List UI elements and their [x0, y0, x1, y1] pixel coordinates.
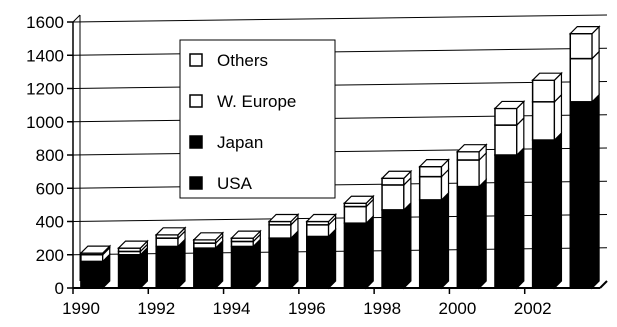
bar-side [553, 131, 563, 290]
x-tick-label: 1998 [363, 299, 401, 318]
bar-segment [418, 165, 443, 178]
bar-side [591, 50, 600, 104]
legend-swatch-others [189, 53, 203, 67]
x-axis-depth-edge [599, 280, 608, 289]
x-tick-label: 1990 [62, 299, 100, 318]
bar-segment [494, 124, 518, 156]
bar-segment [80, 260, 104, 289]
bar-segment [306, 224, 330, 238]
legend-swatch-usa [189, 176, 203, 190]
bar-top [455, 144, 488, 153]
y-tick-label: 600 [36, 179, 64, 198]
bar-segment [193, 247, 217, 289]
bar-side [403, 201, 412, 290]
gridlines [72, 14, 608, 256]
gridline [72, 114, 608, 123]
legend-label-others: Others [217, 51, 268, 70]
bar-segment [155, 237, 179, 248]
bar-segment [343, 205, 367, 224]
bar-top [493, 100, 526, 110]
y-tick-label: 1200 [26, 80, 64, 99]
gridline [72, 14, 608, 23]
bar-top [418, 159, 450, 168]
bar-segment [569, 32, 593, 60]
bar-side [440, 191, 450, 290]
bar-side [591, 93, 600, 290]
bar-segment [418, 199, 443, 289]
legend-swatch-w-europe [189, 94, 203, 108]
bar-side [252, 237, 261, 290]
y-tick-label: 400 [36, 213, 64, 232]
bar-top [568, 26, 601, 35]
legend-label-japan: Japan [217, 133, 263, 152]
gridline [72, 147, 608, 156]
bar-segment [456, 185, 480, 289]
bar-top [192, 232, 225, 241]
bar-top [267, 213, 300, 223]
bar-segment [494, 107, 518, 126]
gridline [72, 214, 608, 222]
gridline [72, 247, 608, 256]
bar-side [215, 239, 224, 290]
bar-segment [381, 184, 405, 211]
bar-segment [569, 57, 593, 103]
y-tick-label: 1600 [26, 13, 64, 32]
bar-top [79, 245, 112, 254]
bar-segment [531, 79, 556, 103]
bar-segment [155, 245, 179, 289]
bar-segment [306, 235, 330, 289]
bar-segment [80, 254, 104, 263]
x-tick-label: 2002 [514, 299, 552, 318]
bar-segment [268, 224, 292, 239]
bar-top [342, 195, 375, 204]
y-axis: 0 200 400 600 800 1000 1200 1400 1600 [26, 13, 81, 298]
legend-label-w-europe: W. Europe [217, 92, 296, 111]
bar-top [154, 227, 187, 236]
x-tick-label: 1994 [213, 299, 251, 318]
bar-segment [230, 245, 255, 289]
legend-box [179, 39, 336, 199]
x-axis: 1990 1992 1994 1996 1998 2000 2002 [62, 280, 608, 318]
bar-side [516, 146, 525, 290]
bar-segment [268, 237, 292, 289]
bar-side [177, 237, 186, 290]
y-tick-label: 1400 [26, 46, 64, 65]
bar-segment [381, 177, 405, 186]
bar-side [327, 228, 337, 290]
bar-segment [117, 254, 142, 289]
y-tick-label: 1000 [26, 113, 64, 132]
bar-segment [456, 150, 480, 161]
bar-side [290, 229, 299, 290]
bar-top [117, 240, 149, 249]
bar-top [230, 230, 262, 239]
bar-top [531, 72, 563, 81]
bar-top [305, 213, 338, 223]
bar-segment [531, 139, 556, 289]
bar-segment [418, 175, 443, 201]
gridline [72, 180, 608, 189]
legend-swatch-japan [189, 135, 203, 149]
bar-segment [456, 159, 480, 188]
bar-top [380, 170, 413, 179]
legend-label-usa: USA [217, 174, 253, 193]
bar-segment [569, 101, 593, 289]
top-wall-edge [72, 14, 81, 23]
bar-side [478, 178, 487, 290]
y-tick-label: 800 [36, 146, 64, 165]
x-tick-label: 1996 [288, 299, 326, 318]
gridline [72, 47, 608, 56]
bar-segment [494, 154, 518, 289]
bar-segment [381, 209, 405, 289]
bar-segment [531, 101, 556, 141]
gridline [72, 81, 608, 89]
y-tick-label: 200 [36, 246, 64, 265]
bar-side [365, 214, 374, 290]
bars [79, 25, 601, 290]
x-tick-label: 2000 [439, 299, 477, 318]
y-tick-label: 0 [55, 279, 64, 298]
legend: Others W. Europe Japan USA [179, 39, 336, 199]
bar-segment [343, 222, 367, 289]
x-tick-label: 1992 [137, 299, 175, 318]
